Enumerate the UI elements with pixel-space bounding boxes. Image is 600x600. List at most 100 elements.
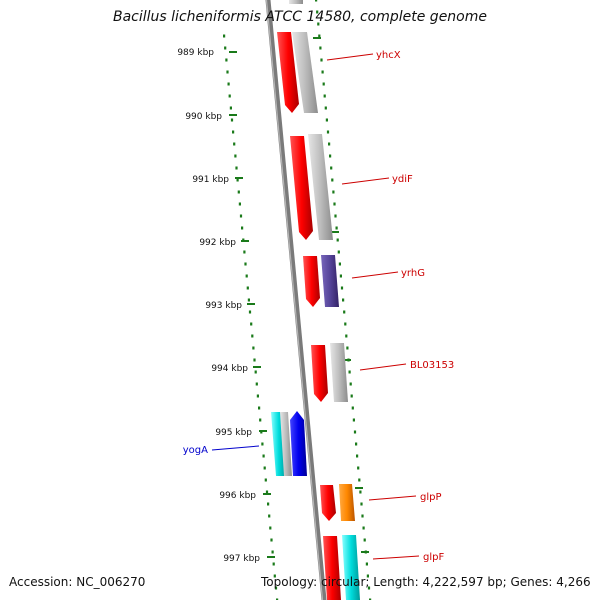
guide-dot [270, 538, 273, 542]
guide-dot [338, 262, 341, 266]
guide-dot [332, 190, 335, 194]
guide-dot [362, 526, 365, 530]
guide-dot [243, 250, 246, 254]
guide-dot [239, 214, 243, 218]
gene-arrow[interactable] [289, 0, 303, 4]
guide-dot [350, 394, 353, 398]
guide-dot [254, 370, 257, 374]
guide-dot [360, 502, 363, 506]
gene-label-yrhG[interactable]: yrhG [401, 268, 425, 279]
gene-label-connectors [211, 53, 420, 560]
guide-dot [331, 178, 334, 182]
guide-dot [328, 142, 331, 146]
guide-dot [320, 58, 323, 62]
scale-labels: 989 kbp 990 kbp 991 kbp 992 kbp 993 kbp … [177, 48, 260, 564]
guide-dot [346, 346, 349, 350]
gene-arrow[interactable] [323, 536, 341, 600]
guide-dot [351, 406, 354, 410]
guide-dot [352, 418, 355, 422]
guide-dot [334, 214, 337, 218]
gene-label-BL03153[interactable]: BL03153 [410, 360, 454, 371]
guide-dot [261, 442, 264, 446]
guide-dot [337, 250, 340, 254]
guide-dot [236, 178, 239, 182]
connector-line [326, 53, 374, 61]
gene-features[interactable] [271, 0, 360, 600]
guide-dot [233, 142, 236, 146]
accession-text: Accession: NC_006270 [9, 575, 146, 589]
guide-dot [272, 562, 275, 566]
genome-summary-text: Topology: circular; Length: 4,222,597 bp… [261, 575, 591, 589]
guide-dot [340, 286, 344, 290]
guide-dot [369, 598, 372, 600]
tick-label: 992 kbp [199, 238, 236, 248]
guide-dot [264, 478, 267, 482]
guide-dot [267, 502, 270, 506]
guide-dot [315, 0, 318, 2]
guide-dot [343, 310, 346, 314]
gene-arrow[interactable] [308, 134, 333, 240]
gene-arrow[interactable] [280, 412, 292, 476]
tick-label: 990 kbp [185, 112, 222, 122]
gene-arrow[interactable] [320, 485, 336, 521]
tick-label: 991 kbp [192, 175, 229, 185]
map-title: Bacillus licheniformis ATCC 14580, compl… [113, 9, 487, 25]
guide-dot [366, 574, 369, 578]
guide-dot [250, 322, 253, 326]
gene-arrow[interactable] [290, 136, 313, 240]
gene-label-ydiF[interactable]: ydiF [392, 174, 413, 185]
genome-backbone-highlight [265, 0, 324, 600]
guide-dot [269, 526, 272, 530]
guide-dot [322, 82, 325, 86]
guide-dot [274, 586, 278, 590]
connector-line [351, 271, 399, 279]
guide-dot [333, 202, 336, 206]
guide-dot [356, 454, 359, 458]
gene-arrow[interactable] [330, 343, 348, 402]
guide-dot [349, 382, 352, 386]
guide-dot [271, 550, 274, 554]
guide-dot [237, 190, 240, 194]
guide-dot [323, 94, 326, 98]
gene-arrow[interactable] [290, 411, 307, 476]
tick-label: 994 kbp [211, 364, 248, 374]
gene-arrow[interactable] [277, 32, 299, 113]
gene-label-yhcX[interactable]: yhcX [376, 50, 401, 61]
connector-line [372, 555, 420, 560]
gene-label-yogA[interactable]: yogA [183, 445, 208, 456]
guide-dot [248, 310, 252, 314]
guide-dot [244, 262, 247, 266]
guide-dot [230, 118, 234, 122]
guide-dot [228, 94, 231, 98]
guide-dot [259, 418, 262, 422]
gene-arrow[interactable] [342, 535, 360, 600]
guide-dot [326, 130, 330, 134]
guide-dot [336, 238, 339, 242]
guide-dot [246, 286, 249, 290]
guide-dot [226, 70, 229, 74]
connector-line [341, 177, 390, 185]
guide-dot [241, 226, 244, 230]
gene-arrow[interactable] [311, 345, 328, 402]
gene-arrow[interactable] [339, 484, 355, 521]
gene-arrow[interactable] [321, 255, 339, 307]
gene-label-glpF[interactable]: glpF [423, 552, 444, 563]
gene-arrow[interactable] [292, 32, 318, 113]
guide-dot [319, 46, 322, 50]
guide-dot [367, 586, 371, 590]
guide-dot [225, 58, 228, 62]
guide-dot [235, 166, 238, 170]
gene-label-glpP[interactable]: glpP [420, 492, 442, 503]
gene-arrow[interactable] [303, 256, 320, 307]
guide-dot [273, 574, 276, 578]
guide-dot [363, 538, 366, 542]
connector-line [368, 495, 417, 501]
guide-dot [359, 490, 362, 494]
guide-dot [256, 394, 259, 398]
guide-dot [268, 514, 271, 518]
guide-dot [317, 22, 320, 26]
guide-dot [358, 478, 361, 482]
guide-dot [339, 274, 342, 278]
guide-dot [353, 430, 357, 434]
guide-dot [357, 466, 360, 470]
